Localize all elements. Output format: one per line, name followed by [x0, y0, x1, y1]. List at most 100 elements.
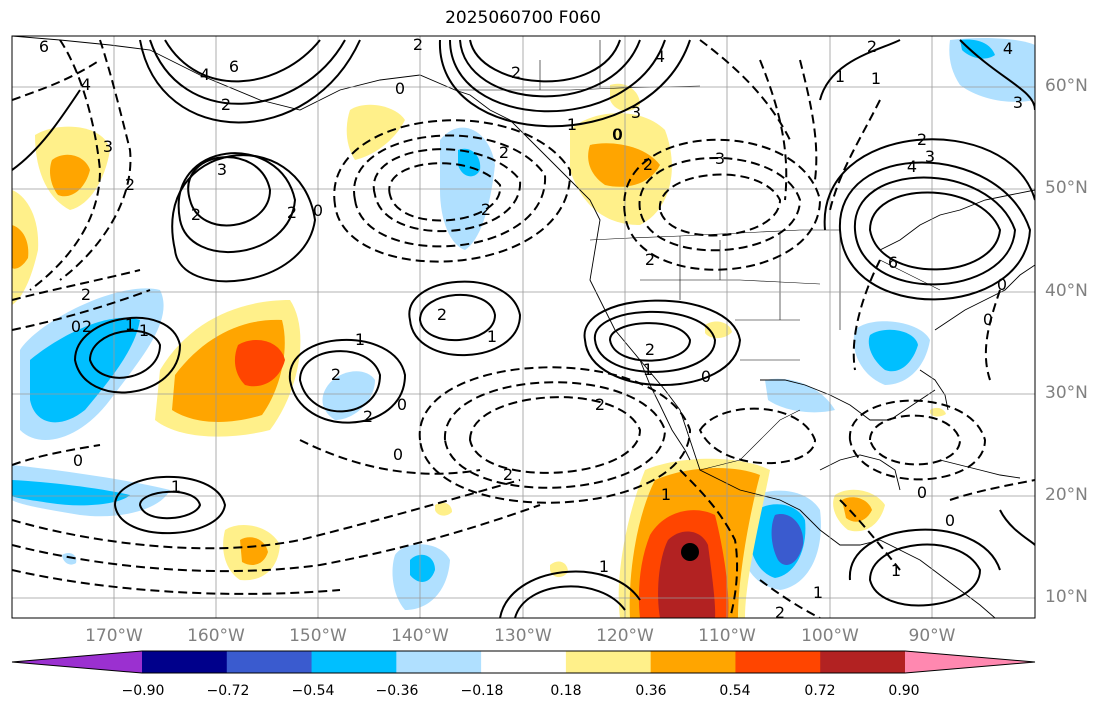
- colorbar-label: −0.18: [460, 683, 504, 699]
- contour-label: 1: [567, 115, 577, 134]
- colorbar-label: 0.18: [550, 683, 582, 699]
- colorbar-label: −0.90: [121, 683, 165, 699]
- contour-label: 2: [221, 95, 231, 114]
- positive-contours: [12, 39, 1035, 618]
- contour-label: 3: [1013, 93, 1023, 112]
- contour-lo-27: [852, 259, 881, 371]
- contour-label: 4: [655, 47, 665, 66]
- contour-lo-19: [12, 289, 151, 331]
- contour-lo-4: [333, 119, 572, 263]
- contour-lo-20: [59, 39, 132, 281]
- storm-center-marker: [681, 543, 699, 561]
- contour-label: 2: [413, 35, 423, 54]
- coast-alaska: [12, 36, 881, 546]
- contour-hi-c-1: [608, 322, 692, 362]
- contour-label: 1: [835, 67, 845, 86]
- contour-lo-6: [638, 156, 802, 252]
- contour-lo-23: [829, 99, 881, 211]
- contour-label: 0: [917, 483, 927, 502]
- shade-blue-2b: [12, 480, 130, 506]
- contour-lo-29: [679, 469, 739, 618]
- coast-yucatan: [819, 454, 901, 491]
- shade-blue-7b: [868, 329, 918, 372]
- contour-hi-se-1: [868, 543, 982, 607]
- colorbar-label: 0.90: [888, 683, 920, 699]
- contour-label: 6: [39, 37, 49, 56]
- contour-hi-w-6: [408, 280, 522, 357]
- contour-hi-nw-2: [149, 39, 346, 105]
- colorbar-segment: [226, 651, 313, 673]
- shade-blue-1b: [30, 317, 140, 423]
- contour-hi-n-3: [449, 39, 666, 113]
- coast-baja: [639, 359, 691, 461]
- lat-tick-label: 40°N: [1045, 281, 1088, 301]
- contour-label: 2: [499, 143, 509, 162]
- contour-label: 1: [891, 561, 901, 580]
- lon-tick-label: 110°W: [698, 626, 756, 646]
- contour-label: 3: [217, 160, 227, 179]
- colorbar-segment: [396, 651, 482, 673]
- contour-label: 4: [81, 75, 91, 94]
- coast-gulf: [760, 379, 936, 421]
- contour-hi-w-1: [88, 329, 162, 379]
- contour-hi-ne-6: [959, 39, 1035, 111]
- contour-hi-nw-3: [139, 39, 361, 124]
- contour-hi-ne-2: [853, 176, 1017, 286]
- contour-label: 2: [511, 63, 521, 82]
- contour-lo-11: [698, 407, 817, 465]
- contour-label: 2: [775, 603, 785, 622]
- shade-blue-9b: [960, 39, 995, 59]
- contour-label: 2: [595, 395, 605, 414]
- colorbar-segment: [142, 651, 228, 673]
- contour-label: 3: [925, 147, 935, 166]
- contour-lo-30: [839, 499, 901, 571]
- lon-tick-label: 150°W: [289, 626, 347, 646]
- colorbar-label: 0.72: [804, 683, 836, 699]
- colorbar-label: −0.54: [291, 683, 335, 699]
- contour-label: 1: [599, 557, 609, 576]
- lon-tick-label: 140°W: [391, 626, 449, 646]
- shade-blue-6c: [771, 514, 804, 565]
- contour-label: 1: [871, 69, 881, 88]
- lat-tick-label: 50°N: [1045, 178, 1088, 198]
- contour-label: 0: [983, 310, 993, 329]
- contour-lo-1: [388, 162, 502, 222]
- shade-blue-8: [765, 378, 835, 413]
- contour-hi-se-3: [999, 509, 1035, 546]
- colorbar-segment: [481, 651, 567, 673]
- contour-label: 4: [200, 65, 210, 84]
- contour-lo-31: [759, 579, 821, 618]
- contour-lo-17: [12, 444, 101, 466]
- borders: [455, 40, 941, 471]
- contour-lo-16: [12, 569, 341, 595]
- contour-label: 2: [125, 175, 135, 194]
- contour-hi-nw-4: [187, 156, 272, 227]
- shade-red-3: [234, 340, 285, 387]
- contour-label: 2: [82, 317, 92, 336]
- contour-label: 1: [355, 330, 365, 349]
- lat-tick-label: 60°N: [1045, 76, 1088, 96]
- contour-label: 4: [1003, 39, 1013, 58]
- contour-lo-5: [658, 173, 782, 237]
- contour-hi-w-7: [12, 89, 81, 171]
- colorbar-extend-high: [905, 651, 1035, 673]
- shade-blue-5b: [410, 554, 435, 582]
- colorbar-label: −0.36: [375, 683, 419, 699]
- colorbar-outline: [11, 650, 1036, 674]
- contour-hi-c-3: [583, 299, 742, 386]
- contour-label: 2: [643, 155, 653, 174]
- contour-lo-26: [699, 39, 791, 141]
- contour-label: 0: [701, 367, 711, 386]
- lon-tick-label: 160°W: [187, 626, 245, 646]
- contour-hi-s-4: [514, 585, 626, 618]
- contour-hi-ne-5: [819, 39, 901, 101]
- contour-hi-s-3: [499, 570, 641, 618]
- contour-lo-9: [443, 381, 667, 489]
- contour-lo-25: [759, 59, 788, 201]
- colorbar-segment: [650, 651, 736, 673]
- contour-label: 1: [813, 583, 823, 602]
- coast-canada-east: [879, 189, 1035, 251]
- contour-label: 0: [395, 79, 405, 98]
- contour-lo-18: [12, 269, 141, 301]
